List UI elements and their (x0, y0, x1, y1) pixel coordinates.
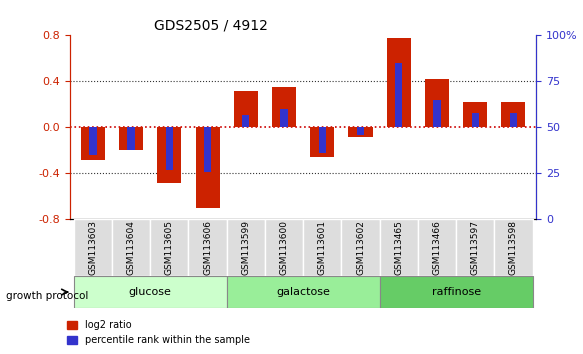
Bar (463, 102, 487, 127)
Text: GSM113604: GSM113604 (127, 220, 136, 275)
Bar (425, 79, 449, 127)
Text: raffinose: raffinose (431, 287, 480, 297)
Text: GSM113603: GSM113603 (89, 220, 97, 275)
Text: GSM113465: GSM113465 (394, 220, 403, 275)
Text: GDS2505 / 4912: GDS2505 / 4912 (154, 19, 268, 33)
Text: GSM113601: GSM113601 (318, 220, 327, 275)
Text: GSM113606: GSM113606 (203, 220, 212, 275)
FancyBboxPatch shape (188, 219, 227, 276)
Bar (242, 115, 250, 127)
Bar (204, 127, 211, 172)
Text: GSM113597: GSM113597 (470, 220, 480, 275)
Bar (89, 127, 97, 155)
Bar (318, 127, 326, 153)
Text: GSM113598: GSM113598 (509, 220, 518, 275)
Text: growth protocol: growth protocol (6, 291, 88, 301)
Bar (166, 127, 173, 170)
Bar (157, 127, 181, 183)
Bar (349, 127, 373, 137)
FancyBboxPatch shape (494, 219, 532, 276)
FancyBboxPatch shape (150, 219, 188, 276)
FancyBboxPatch shape (74, 219, 112, 276)
FancyBboxPatch shape (380, 219, 418, 276)
Legend: log2 ratio, percentile rank within the sample: log2 ratio, percentile rank within the s… (63, 316, 254, 349)
FancyBboxPatch shape (380, 276, 532, 308)
Text: GSM113599: GSM113599 (241, 220, 250, 275)
Text: galactose: galactose (276, 287, 330, 297)
FancyBboxPatch shape (265, 219, 303, 276)
Bar (433, 100, 441, 127)
Bar (195, 127, 220, 208)
Bar (280, 109, 288, 127)
FancyBboxPatch shape (74, 276, 227, 308)
Bar (310, 127, 334, 157)
FancyBboxPatch shape (456, 219, 494, 276)
Bar (387, 38, 411, 127)
Bar (472, 113, 479, 127)
Bar (395, 63, 402, 127)
Bar (272, 87, 296, 127)
FancyBboxPatch shape (227, 276, 380, 308)
Bar (128, 127, 135, 149)
Text: GSM113602: GSM113602 (356, 220, 365, 275)
Bar (510, 113, 517, 127)
Bar (81, 127, 105, 160)
FancyBboxPatch shape (227, 219, 265, 276)
Text: GSM113600: GSM113600 (279, 220, 289, 275)
FancyBboxPatch shape (112, 219, 150, 276)
Text: GSM113605: GSM113605 (165, 220, 174, 275)
FancyBboxPatch shape (303, 219, 342, 276)
Bar (119, 127, 143, 150)
Bar (501, 102, 525, 127)
Text: GSM113466: GSM113466 (433, 220, 441, 275)
FancyBboxPatch shape (342, 219, 380, 276)
Bar (357, 127, 364, 135)
Text: glucose: glucose (129, 287, 171, 297)
Bar (234, 91, 258, 127)
FancyBboxPatch shape (418, 219, 456, 276)
